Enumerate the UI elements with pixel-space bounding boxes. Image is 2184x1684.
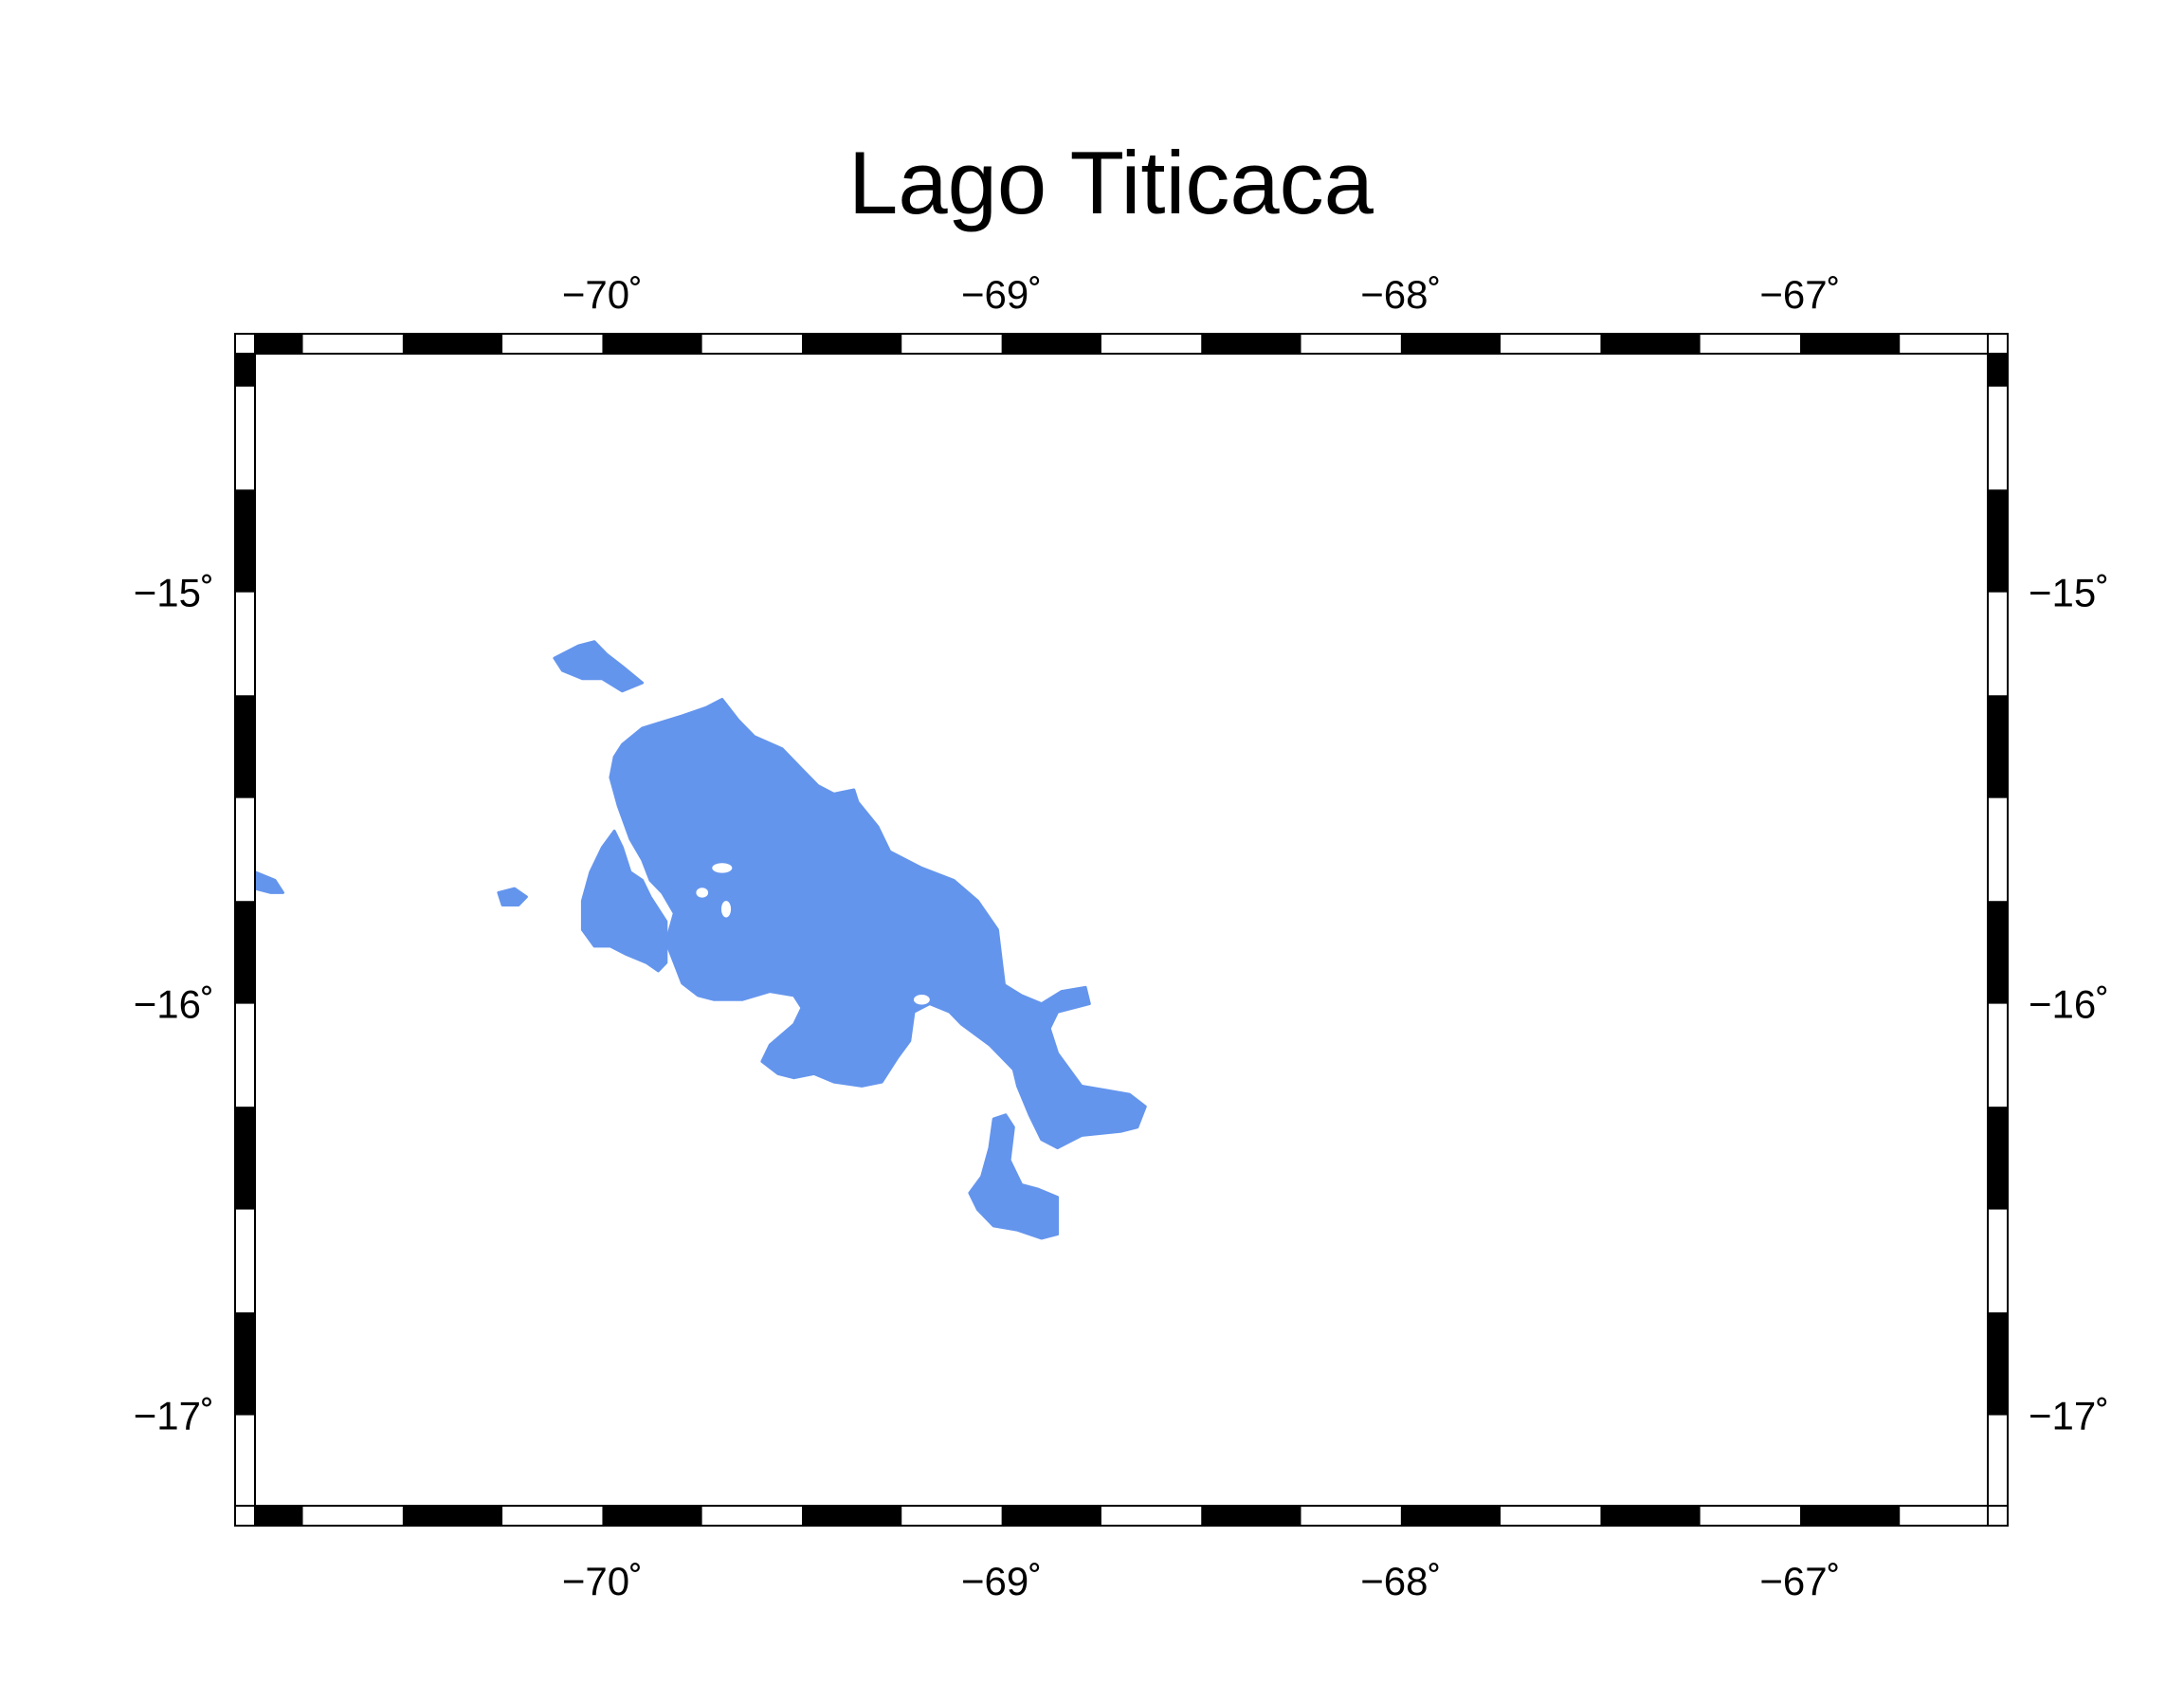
frame-bottom-segment (402, 1506, 503, 1526)
frame-corner (1987, 1505, 2009, 1527)
frame-right-segment (1988, 354, 2008, 387)
y-tick-label-right: −16˚ (2029, 982, 2109, 1027)
y-tick-label-left: −17˚ (134, 1394, 214, 1438)
tick-labels: −70˚ −70˚ −69˚ −69˚ −68˚ −68˚ −67˚ −67˚ −15˚ −15˚… (134, 272, 2109, 1603)
frame-outer-border (234, 333, 2009, 1527)
frame-left-segment (235, 489, 255, 593)
x-tick-label-bottom: −67˚ (1759, 1559, 1840, 1603)
frame-top-segment (901, 334, 1002, 354)
frame-bottom-segment (1301, 1506, 1401, 1526)
frame-bottom-segment (701, 1506, 803, 1526)
x-tick-label-top: −68˚ (1360, 272, 1441, 317)
frame-left-segment (235, 1415, 255, 1506)
frame-top-segment (1700, 334, 1801, 354)
frame-left-segment (235, 901, 255, 1004)
frame-left-segment (235, 1107, 255, 1210)
frame-top-segment (255, 334, 303, 354)
frame-right-segment (1988, 695, 2008, 798)
frame-top-segment (1900, 334, 1988, 354)
frame-bottom-segment (1501, 1506, 1601, 1526)
frame-right-segment (1988, 489, 2008, 593)
frame-left-segment (235, 695, 255, 798)
frame-right-segment (1988, 592, 2008, 696)
frame-left-segment (235, 1003, 255, 1107)
x-tick-label-top: −67˚ (1759, 272, 1840, 317)
lago-menor-south (968, 1113, 1060, 1240)
isla-3 (696, 888, 709, 898)
frame-top-segment (1400, 334, 1502, 354)
puno-bay (580, 829, 668, 973)
frame-bottom-segment (302, 1506, 403, 1526)
map-frame (234, 333, 2009, 1527)
frame-left-segment (235, 1312, 255, 1416)
x-tick-label-bottom: −69˚ (961, 1559, 1042, 1603)
frame-bottom-segment (1201, 1506, 1301, 1526)
frame-top-segment (1201, 334, 1301, 354)
y-tick-label-right: −15˚ (2029, 571, 2109, 615)
frame-top-segment (1001, 334, 1101, 354)
frame-corner (234, 333, 256, 355)
lagoon-small (497, 887, 528, 906)
frame-right-segment (1988, 1209, 2008, 1313)
frame-top-segment (1501, 334, 1601, 354)
frame-right-segment (1988, 797, 2008, 902)
frame-top-segment (1600, 334, 1701, 354)
frame-bottom-segment (255, 1506, 303, 1526)
frame-right-segment (1988, 1312, 2008, 1416)
x-tick-label-bottom: −68˚ (1360, 1559, 1441, 1603)
lagoon-west (253, 870, 284, 894)
lake-features (253, 640, 1147, 1240)
frame-bottom-segment (1900, 1506, 1988, 1526)
frame-inner-border (254, 353, 1989, 1507)
x-tick-label-bottom: −70˚ (562, 1559, 643, 1603)
frame-right-segment (1988, 1003, 2008, 1107)
frame-top-segment (1800, 334, 1901, 354)
frame-bottom-segment (1600, 1506, 1701, 1526)
frame-bottom-segment (602, 1506, 702, 1526)
frame-left-segment (235, 592, 255, 696)
frame-left-segment (235, 1209, 255, 1313)
frame-top-segment (1301, 334, 1401, 354)
frame-bottom-segment (502, 1506, 603, 1526)
x-tick-label-top: −69˚ (961, 272, 1042, 317)
y-tick-label-left: −15˚ (134, 571, 214, 615)
frame-bottom-segment (901, 1506, 1002, 1526)
northern-arm (553, 640, 645, 693)
lago-mayor (609, 698, 1031, 1088)
isla-1 (712, 863, 733, 873)
frame-left-segment (235, 386, 255, 490)
frame-bottom-segment (1101, 1506, 1202, 1526)
y-tick-label-right: −17˚ (2029, 1394, 2109, 1438)
frame-top-segment (302, 334, 403, 354)
frame-left-segment (235, 797, 255, 902)
map-title: Lago Titicaca (848, 133, 1374, 232)
frame-bottom-segment (1800, 1506, 1901, 1526)
frame-top-segment (502, 334, 603, 354)
lago-menor-channel (1000, 981, 1147, 1149)
frame-right-segment (1988, 1107, 2008, 1210)
frame-bottom-segment (1700, 1506, 1801, 1526)
frame-corner (1987, 333, 2009, 355)
frame-right-segment (1988, 1415, 2008, 1506)
x-tick-label-top: −70˚ (562, 272, 643, 317)
isla-4 (913, 995, 930, 1005)
frame-right-segment (1988, 386, 2008, 490)
isla-2 (720, 901, 732, 918)
y-tick-label-left: −16˚ (134, 982, 214, 1027)
frame-top-segment (1101, 334, 1202, 354)
frame-bottom-segment (1001, 1506, 1101, 1526)
frame-top-segment (701, 334, 803, 354)
frame-right-segment (1988, 901, 2008, 1004)
frame-corner (234, 1505, 256, 1527)
frame-bottom-segment (1400, 1506, 1502, 1526)
frame-top-segment (402, 334, 503, 354)
frame-top-segment (802, 334, 902, 354)
frame-left-segment (235, 354, 255, 387)
frame-top-segment (602, 334, 702, 354)
frame-bottom-segment (802, 1506, 902, 1526)
